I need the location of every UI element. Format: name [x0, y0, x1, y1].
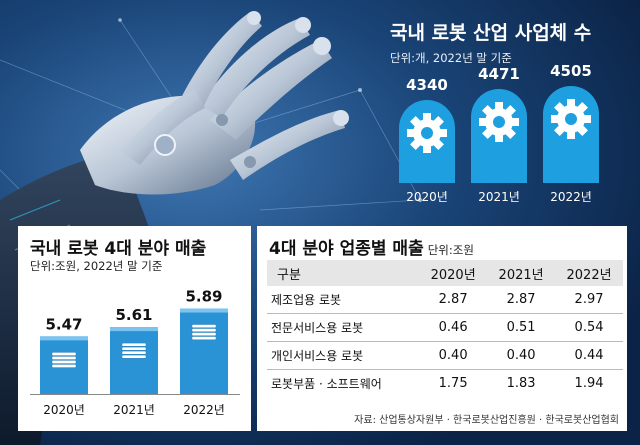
coin-stack-icon — [121, 350, 147, 355]
companies-value-label: 4340 — [406, 76, 448, 95]
sales-bar-chart: 5.47 2020년 5.61 2021년 5.89 2022년 — [30, 288, 240, 417]
sales-value-label: 5.47 — [45, 315, 82, 333]
table-cell-value: 2.87 — [419, 286, 488, 314]
table-cell-category: 개인서비스용 로봇 — [267, 341, 420, 370]
sales-value-label: 5.89 — [185, 288, 222, 306]
companies-value-label: 4471 — [478, 65, 520, 83]
companies-bar-group: 4505 2022년 — [539, 0, 603, 445]
table-cell-value: 0.40 — [487, 341, 556, 370]
table-header-cell: 2021년 — [487, 260, 556, 286]
breakdown-unit: 단위:조원 — [427, 243, 474, 257]
breakdown-title-text: 4대 분야 업종별 매출 — [269, 239, 424, 259]
companies-chart-unit: 단위:개, 2022년 말 기준 — [390, 51, 512, 65]
companies-bar — [399, 100, 455, 183]
table-header-cell: 2020년 — [419, 260, 488, 286]
table-cell-category: 로봇부품 · 소프트웨어 — [271, 377, 382, 391]
coin-stack-icon — [121, 354, 147, 359]
table-cell-category: 전문서비스용 로봇 — [267, 313, 420, 342]
sales-breakdown-panel: 4대 분야 업종별 매출 단위:조원 구분 2020년 2021년 2022년 제… — [257, 226, 627, 431]
table-row: 개인서비스용 로봇 0.40 0.40 0.44 — [267, 341, 623, 370]
coin-stack-icon — [191, 332, 217, 336]
coin-stack-icon — [191, 336, 217, 340]
coin-stack-icon — [191, 324, 217, 328]
gear-icon — [479, 102, 519, 142]
coin-stack-icon — [121, 346, 147, 351]
table-cell-value: 0.46 — [419, 313, 488, 342]
coin-stack-icon — [121, 342, 147, 347]
companies-bar-group: 4340 2020년 — [395, 0, 459, 445]
gear-icon — [551, 99, 591, 140]
companies-bar — [471, 89, 527, 183]
sales-year-label: 2020년 — [43, 403, 85, 417]
table-cell-value: 0.44 — [555, 341, 623, 370]
sales-year-label: 2022년 — [183, 403, 225, 417]
table-cell-value: 1.83 — [506, 376, 536, 391]
table-row: 로봇부품 · 소프트웨어 1.75 1.83 1.94 — [267, 370, 623, 398]
sales-bar-top — [110, 327, 158, 332]
table-cell-value: 0.54 — [555, 313, 623, 342]
sales-bar — [180, 308, 228, 394]
companies-bar-group: 4471 2021년 — [467, 0, 531, 445]
sales-bar — [110, 327, 158, 394]
table-header-cell: 2022년 — [555, 260, 623, 286]
companies-year-label: 2022년 — [550, 190, 592, 204]
sales-value-label: 5.61 — [115, 306, 152, 324]
coin-stack-icon — [51, 364, 77, 368]
sales-total-panel: 국내 로봇 4대 분야 매출 단위:조원, 2022년 말 기준 5.47 202… — [18, 226, 251, 431]
table-header-cell: 구분 — [267, 260, 420, 286]
table-cell-value: 0.40 — [419, 341, 488, 370]
sales-bar-top — [40, 336, 88, 341]
companies-chart-title: 국내 로봇 산업 사업체 수 — [390, 22, 592, 44]
companies-year-label: 2021년 — [478, 190, 520, 204]
coin-stack-icon — [51, 360, 77, 364]
coin-stack-icon — [191, 328, 217, 332]
gear-icon — [407, 113, 447, 154]
companies-value-label: 4505 — [550, 62, 592, 81]
table-cell-value: 1.94 — [574, 376, 604, 391]
sales-chart-title: 국내 로봇 4대 분야 매출 — [30, 239, 207, 259]
coin-stack-icon — [51, 352, 77, 356]
companies-bar — [543, 86, 599, 183]
sales-chart-unit: 단위:조원, 2022년 말 기준 — [30, 259, 163, 273]
table-row: 전문서비스용 로봇 0.46 0.51 0.54 — [267, 313, 623, 342]
table-header-row: 구분 2020년 2021년 2022년 — [267, 260, 623, 286]
companies-year-label: 2020년 — [406, 190, 448, 204]
coin-stack-icon — [51, 356, 77, 360]
table-cell-category: 제조업용 로봇 — [267, 286, 420, 314]
table-cell-value: 2.97 — [555, 286, 623, 314]
sales-year-label: 2021년 — [113, 403, 155, 417]
table-row: 제조업용 로봇 2.87 2.87 2.97 — [267, 286, 623, 314]
breakdown-title: 4대 분야 업종별 매출 단위:조원 — [269, 234, 474, 259]
sales-bar-top — [180, 308, 228, 313]
breakdown-table: 구분 2020년 2021년 2022년 제조업용 로봇 2.87 2.87 2… — [267, 260, 623, 397]
table-cell-value: 2.87 — [487, 286, 556, 314]
table-cell-value: 0.51 — [487, 313, 556, 342]
table-cell-value: 1.75 — [438, 376, 468, 391]
source-note: 자료: 산업통상자원부 · 한국로봇산업진흥원 · 한국로봇산업협회 — [354, 415, 619, 426]
